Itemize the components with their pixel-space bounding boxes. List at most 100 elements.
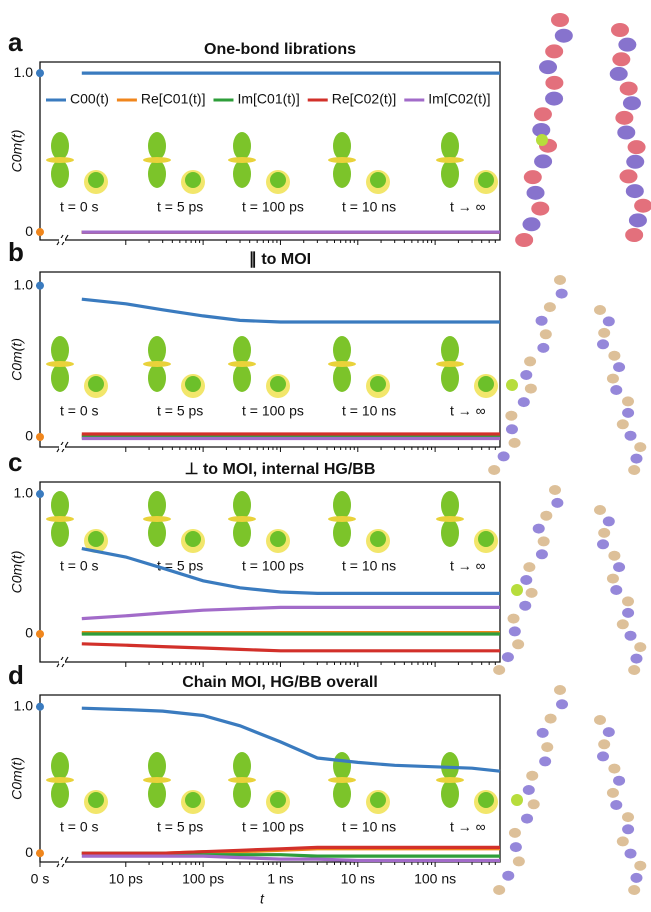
legend-label: C00(t) [70,91,109,107]
atom [607,374,619,384]
time-annotation: t → ∞ [450,558,486,574]
time-annotation: t = 0 s [60,819,99,835]
orbital-lobe [333,780,351,808]
x-axis-label: t [260,891,265,907]
orbital-ring [143,157,171,163]
orbital-lobe [51,519,69,547]
orbital-core [370,172,386,188]
orbital-core [370,531,386,547]
orbital-icon [143,752,205,814]
orbital-ring [328,516,356,522]
orbital-icon [46,132,108,194]
orbital-ring [436,516,464,522]
orbital-icon [143,336,205,398]
orbital-core [370,376,386,392]
orbital-lobe [233,132,251,160]
t0-point [36,228,44,236]
y-tick-label: 0 [25,625,33,641]
atom [618,38,636,52]
orbital-icon [436,752,498,814]
atom [625,431,637,441]
panel-title: ⊥ to MOI, internal HG/BB [185,461,376,478]
orbital-core [185,376,201,392]
time-annotation: t = 10 ns [342,558,396,574]
atom [544,302,556,312]
orbital-icon [46,752,108,814]
orbital-icon [143,491,205,553]
atom [528,799,540,809]
orbital-ring [46,361,74,367]
atom-highlight [511,584,523,596]
atom [626,155,644,169]
orbital-ring [436,157,464,163]
time-annotation: t = 100 ps [242,199,304,215]
orbital-ring [143,361,171,367]
atom [545,76,563,90]
y-axis-label: C0m(t) [9,338,25,381]
orbital-icon [143,132,205,194]
orbital-lobe [441,336,459,364]
orbital-lobe [148,519,166,547]
t0-point [36,490,44,498]
orbital-core [185,172,201,188]
atom [620,169,638,183]
atom [537,343,549,353]
atom [603,316,615,326]
time-annotation: t = 0 s [60,558,99,574]
legend-label: Re[C02(t)] [332,91,397,107]
orbital-core [478,531,494,547]
atom [622,408,634,418]
orbital-icon [436,336,498,398]
break-gap [59,238,65,242]
atom [630,454,642,464]
atom-highlight [536,134,548,146]
orbital-ring [328,777,356,783]
atom [617,619,629,629]
orbital-core [270,376,286,392]
atom [625,849,637,859]
t0-point [36,433,44,441]
atom [556,289,568,299]
orbital-ring [143,516,171,522]
atom [626,184,644,198]
atom [634,199,651,213]
atom [523,785,535,795]
atom [617,836,629,846]
orbital-icon [436,491,498,553]
orbital-lobe [148,491,166,519]
molecule-images [488,13,651,895]
orbital-ring [46,516,74,522]
orbital-lobe [51,132,69,160]
atom [509,438,521,448]
atom [533,524,545,534]
atom [536,316,548,326]
atom [597,751,609,761]
orbital-lobe [333,336,351,364]
atom [608,351,620,361]
atom [608,764,620,774]
atom [502,871,514,881]
atom [519,601,531,611]
orbital-lobe [51,780,69,808]
atom [623,96,641,110]
atom [594,305,606,315]
orbital-icon [436,132,498,194]
atom [554,685,566,695]
y-tick-label: 0 [25,844,33,860]
atom [594,715,606,725]
orbital-lobe [233,364,251,392]
y-axis-label: C0m(t) [9,551,25,594]
y-axis-label: C0m(t) [9,757,25,800]
atom [527,186,545,200]
atom [520,370,532,380]
atom [598,328,610,338]
atom [610,67,628,81]
legend-label: Im[C02(t)] [428,91,490,107]
atom [555,29,573,43]
time-annotation: t = 5 ps [157,819,203,835]
orbital-icon [328,132,390,194]
atom [613,562,625,572]
atom [608,551,620,561]
atom [610,385,622,395]
atom [617,126,635,140]
